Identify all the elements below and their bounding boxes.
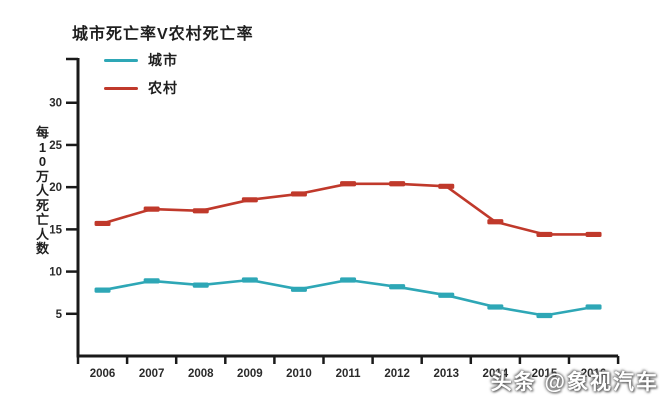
x-tick-label: 2013 (433, 368, 459, 380)
urban-line-swatch (104, 58, 138, 62)
y-tick-label: 10 (49, 267, 62, 279)
x-tick-label: 2009 (237, 368, 263, 380)
legend-item-rural: 农村 (104, 78, 178, 98)
x-tick-label: 2015 (532, 368, 558, 380)
y-axis-title-char: 数 (36, 241, 50, 256)
urban-data-marker (536, 312, 553, 319)
x-tick-label: 2012 (384, 368, 410, 380)
urban-data-marker (340, 277, 357, 283)
watermark: 头条 @象视汽车 (490, 371, 659, 394)
urban-data-marker (487, 304, 504, 310)
urban-data-marker (585, 304, 602, 310)
urban-data-marker (94, 287, 111, 293)
urban-series-line (101, 278, 595, 317)
urban-data-marker (290, 286, 307, 292)
legend-item-urban: 城市 (104, 50, 178, 70)
urban-data-marker (143, 278, 160, 284)
urban-data-marker (192, 282, 209, 288)
y-tick-label: 25 (49, 140, 62, 152)
x-tick-label: 2010 (286, 368, 312, 380)
rural-data-marker (143, 206, 160, 212)
y-axis-title-char: 1 (38, 139, 47, 155)
y-axis-title-char: 人 (36, 183, 50, 198)
y-tick-label: 20 (49, 182, 62, 194)
rural-series-line (101, 182, 595, 236)
rural-data-marker (241, 197, 258, 203)
legend-label-rural: 农村 (148, 80, 178, 96)
y-axis-title-char: 万 (36, 168, 50, 184)
rural-data-marker (340, 181, 357, 187)
rural-data-marker (585, 231, 602, 238)
y-tick-label: 30 (49, 98, 62, 110)
y-axis-title-char: 0 (38, 154, 47, 169)
rural-line-swatch (104, 86, 138, 90)
rural-data-marker (487, 219, 504, 225)
urban-data-marker (438, 292, 455, 298)
urban-data-marker (241, 277, 258, 283)
x-tick-label: 2016 (581, 368, 607, 380)
legend: 城市 农村 (104, 50, 178, 98)
legend-label-urban: 城市 (148, 52, 178, 68)
y-axis-title-char: 人 (36, 226, 50, 242)
rural-data-marker (94, 220, 111, 227)
x-tick-label: 2014 (483, 368, 509, 380)
x-tick-label: 2008 (188, 368, 214, 380)
y-axis-title-char: 每 (36, 125, 50, 140)
rural-data-marker (536, 231, 553, 238)
x-tick-label: 2006 (90, 368, 116, 380)
rural-data-marker (290, 191, 307, 197)
y-tick-label: 5 (56, 309, 63, 321)
chart-title: 城市死亡率V农村死亡率 (72, 26, 254, 43)
rural-data-marker (438, 183, 455, 189)
y-tick-label: 15 (49, 224, 62, 236)
rural-data-marker (389, 181, 406, 187)
x-tick-label: 2007 (139, 368, 165, 380)
rural-data-marker (192, 208, 209, 214)
y-axis-title-char: 亡 (36, 212, 50, 227)
y-axis-title-char: 死 (36, 197, 50, 213)
x-tick-label: 2011 (336, 368, 362, 380)
urban-data-marker (389, 284, 406, 290)
